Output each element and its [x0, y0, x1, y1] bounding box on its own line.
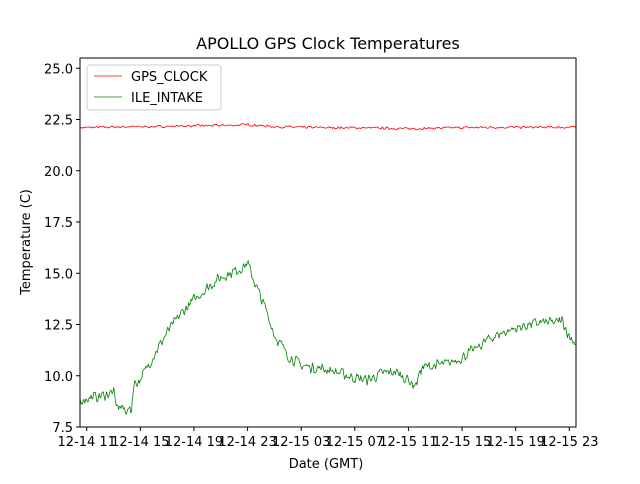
- y-tick-label: 15.0: [44, 267, 73, 282]
- legend-label-gps-clock: GPS_CLOCK: [131, 70, 208, 85]
- x-tick-label: 12-15 19: [486, 435, 544, 450]
- x-tick-label: 12-15 07: [326, 435, 384, 450]
- legend-label-ile-intake: ILE_INTAKE: [131, 91, 203, 106]
- y-tick-label: 7.5: [52, 421, 73, 436]
- x-axis-label: Date (GMT): [289, 457, 364, 472]
- series-line-gps-clock: [79, 123, 576, 131]
- x-tick-label: 12-15 03: [272, 435, 330, 450]
- legend: GPS_CLOCK ILE_INTAKE: [86, 64, 222, 111]
- y-axis-label: Temperature (C): [19, 189, 34, 296]
- y-axis: 7.5 10.0 12.5 15.0 17.5 20.0 22.5 25.0: [44, 62, 80, 436]
- x-tick-label: 12-15 23: [540, 435, 598, 450]
- y-tick-label: 10.0: [44, 370, 73, 385]
- chart-title: APOLLO GPS Clock Temperatures: [196, 34, 460, 53]
- x-tick-label: 12-14 23: [218, 435, 276, 450]
- x-tick-label: 12-14 19: [165, 435, 223, 450]
- x-tick-label: 12-14 15: [111, 435, 169, 450]
- plot-frame: [79, 57, 577, 428]
- y-tick-label: 20.0: [44, 165, 73, 180]
- y-tick-label: 25.0: [44, 62, 73, 77]
- x-tick-label: 12-14 11: [57, 435, 115, 450]
- x-tick-label: 12-15 15: [433, 435, 491, 450]
- series-layer: [79, 123, 576, 415]
- x-tick-label: 12-15 11: [379, 435, 437, 450]
- y-tick-label: 22.5: [44, 114, 73, 129]
- y-tick-label: 17.5: [44, 216, 73, 231]
- series-line-ile-intake: [79, 260, 576, 415]
- y-tick-label: 12.5: [44, 319, 73, 334]
